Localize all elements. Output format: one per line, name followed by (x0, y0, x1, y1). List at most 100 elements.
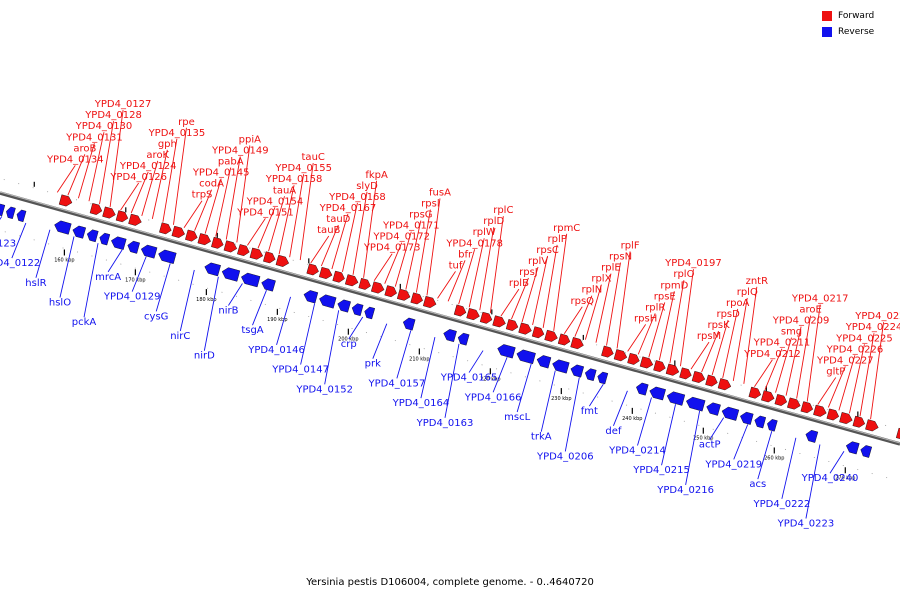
forward-gene-label[interactable]: rplV (528, 256, 548, 267)
forward-gene-label[interactable]: tauA (273, 185, 296, 196)
forward-gene-arrow[interactable] (748, 386, 762, 399)
reverse-gene-label[interactable]: mscL (504, 412, 530, 423)
forward-gene-arrow[interactable] (679, 367, 692, 380)
forward-gene-label[interactable]: YPD4_0127 (94, 99, 152, 110)
reverse-gene-label[interactable]: cysG (144, 311, 168, 322)
forward-gene-label[interactable]: rplD (483, 216, 504, 227)
forward-gene-arrow[interactable] (344, 274, 359, 287)
forward-gene-arrow[interactable] (774, 394, 788, 406)
forward-gene-label[interactable]: YPD4_0173 (363, 243, 421, 254)
forward-gene-label[interactable]: YPD4_0171 (382, 221, 440, 232)
forward-gene-label[interactable]: YPD4_0226 (826, 344, 884, 355)
forward-gene-label[interactable]: YPD4_0131 (65, 132, 123, 143)
reverse-gene-label[interactable]: acs (749, 479, 766, 490)
reverse-gene-arrow[interactable] (443, 329, 457, 343)
forward-gene-label[interactable]: codA (199, 179, 224, 190)
forward-gene-arrow[interactable] (211, 236, 224, 249)
reverse-gene-arrow[interactable] (204, 262, 221, 277)
forward-gene-label[interactable]: rpsQ (571, 296, 595, 307)
forward-gene-label[interactable]: YPD4_0178 (445, 238, 503, 249)
forward-gene-arrow[interactable] (613, 349, 628, 362)
forward-gene-arrow[interactable] (453, 304, 467, 317)
forward-gene-arrow[interactable] (223, 240, 238, 253)
reverse-gene-arrow[interactable] (303, 290, 319, 304)
forward-gene-arrow[interactable] (275, 254, 290, 267)
forward-gene-arrow[interactable] (102, 206, 116, 219)
reverse-gene-arrow[interactable] (666, 391, 686, 406)
reverse-gene-arrow[interactable] (597, 371, 609, 385)
forward-gene-label[interactable]: YPD4_0135 (148, 128, 206, 139)
forward-gene-label[interactable]: rpsN (609, 252, 632, 263)
reverse-gene-label[interactable]: hslO (49, 297, 71, 308)
reverse-gene-arrow[interactable] (497, 344, 516, 359)
reverse-gene-arrow[interactable] (140, 244, 158, 259)
forward-gene-label[interactable]: rpsJ (519, 267, 538, 278)
reverse-gene-arrow[interactable] (221, 267, 241, 282)
forward-gene-arrow[interactable] (839, 412, 853, 425)
forward-gene-arrow[interactable] (370, 281, 385, 294)
reverse-gene-label[interactable]: YPD4_0146 (247, 345, 305, 356)
forward-gene-arrow[interactable] (318, 266, 333, 280)
forward-gene-arrow[interactable] (531, 326, 545, 339)
forward-gene-arrow[interactable] (358, 277, 371, 290)
forward-gene-arrow[interactable] (263, 251, 276, 264)
forward-gene-label[interactable]: rplE (601, 263, 621, 274)
forward-gene-arrow[interactable] (197, 233, 211, 246)
forward-gene-arrow[interactable] (627, 352, 640, 365)
forward-gene-label[interactable]: rplF (621, 240, 640, 251)
reverse-gene-arrow[interactable] (72, 225, 87, 239)
reverse-gene-arrow[interactable] (706, 402, 721, 416)
forward-gene-label[interactable]: gltP (826, 366, 845, 377)
forward-gene-label[interactable]: rplB (509, 278, 529, 289)
forward-gene-label[interactable]: smg (781, 327, 802, 338)
forward-gene-label[interactable]: rplX (591, 274, 611, 285)
forward-gene-arrow[interactable] (466, 308, 480, 321)
forward-gene-label[interactable]: rpsl (421, 199, 439, 210)
reverse-gene-label[interactable]: YPD4_0163 (416, 418, 474, 429)
forward-gene-arrow[interactable] (865, 419, 879, 432)
forward-gene-label[interactable]: rpsK (707, 320, 730, 331)
forward-gene-label[interactable]: tauC (302, 152, 325, 163)
forward-gene-label[interactable]: trpS (192, 190, 213, 201)
forward-gene-label[interactable]: bfr (458, 249, 473, 260)
forward-gene-label[interactable]: YPD4_0158 (265, 174, 323, 185)
reverse-gene-label[interactable]: prk (365, 359, 381, 370)
forward-gene-label[interactable]: rpsE (654, 291, 676, 302)
forward-gene-label[interactable]: YPD4_0154 (246, 196, 304, 207)
reverse-gene-arrow[interactable] (649, 386, 666, 401)
reverse-gene-arrow[interactable] (241, 272, 261, 288)
forward-gene-label[interactable]: YPD4_0168 (328, 192, 386, 203)
reverse-gene-arrow[interactable] (54, 220, 72, 235)
reverse-gene-arrow[interactable] (402, 317, 416, 331)
forward-gene-label[interactable]: YPD4_0155 (274, 163, 332, 174)
reverse-gene-arrow[interactable] (536, 355, 552, 369)
forward-gene-label[interactable]: aroB (73, 143, 96, 154)
forward-gene-label[interactable]: YPD4_0227 (816, 355, 874, 366)
reverse-gene-arrow[interactable] (86, 229, 99, 243)
forward-gene-label[interactable]: rpsC (536, 245, 559, 256)
forward-gene-label[interactable]: aroK (146, 150, 169, 161)
forward-gene-label[interactable]: rpsD (716, 309, 740, 320)
forward-gene-label[interactable]: aroE (799, 305, 821, 316)
reverse-gene-label[interactable]: YPD4_0206 (536, 451, 594, 462)
forward-gene-label[interactable]: ppiA (239, 134, 261, 145)
reverse-gene-arrow[interactable] (127, 240, 140, 254)
forward-gene-arrow[interactable] (492, 315, 506, 328)
forward-gene-arrow[interactable] (852, 415, 866, 428)
forward-gene-arrow[interactable] (479, 311, 493, 324)
reverse-gene-arrow[interactable] (111, 236, 127, 250)
forward-gene-label[interactable]: tauD (326, 214, 350, 225)
reverse-gene-label[interactable]: YPD4_0240 (801, 473, 859, 484)
forward-gene-label[interactable]: YPD4_0212 (743, 349, 801, 360)
reverse-gene-arrow[interactable] (570, 364, 585, 378)
forward-gene-arrow[interactable] (58, 194, 73, 207)
reverse-gene-label[interactable]: YPD4_0152 (295, 384, 353, 395)
forward-gene-label[interactable]: rplW (473, 227, 496, 238)
reverse-gene-arrow[interactable] (754, 415, 767, 429)
reverse-gene-arrow[interactable] (0, 203, 6, 217)
forward-gene-arrow[interactable] (396, 288, 411, 301)
forward-gene-arrow[interactable] (128, 213, 142, 226)
forward-gene-label[interactable]: YPD4_0149 (211, 145, 269, 156)
reverse-gene-arrow[interactable] (319, 294, 337, 309)
forward-gene-label[interactable]: YPD4_0217 (791, 294, 849, 305)
